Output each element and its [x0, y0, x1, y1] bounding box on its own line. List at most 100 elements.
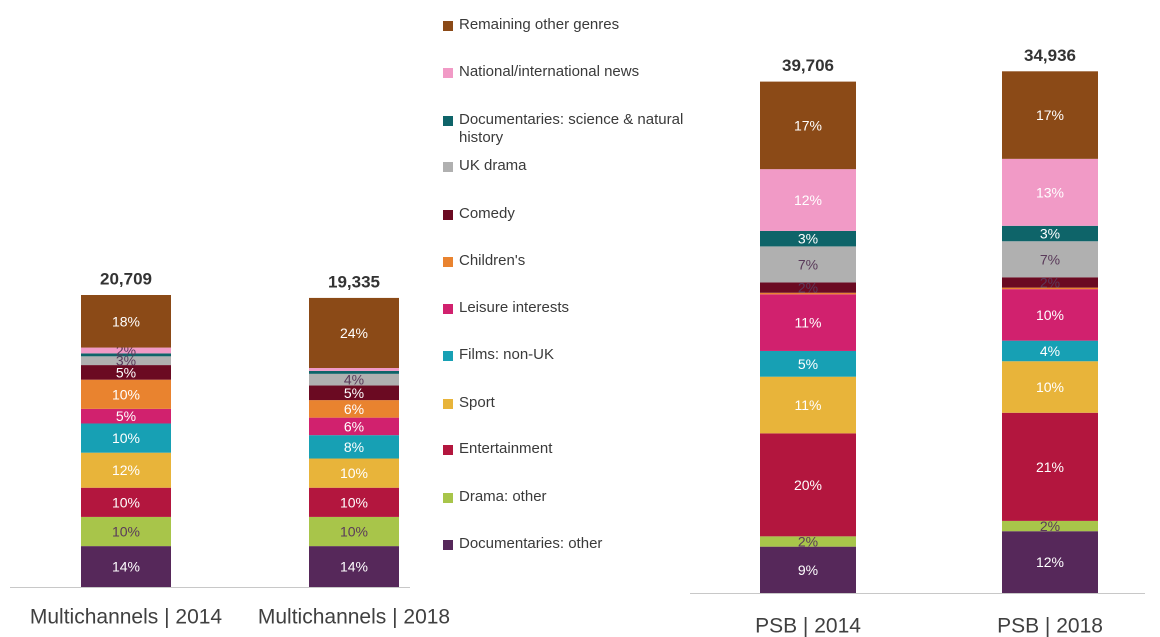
bar-segment-sport [309, 458, 399, 488]
legend-swatch [443, 257, 453, 267]
legend-item-films-non-uk: Films: non-UK [443, 346, 729, 364]
bar-total-label: 39,706 [782, 56, 834, 75]
legend-swatch [443, 162, 453, 172]
segment-label: 7% [1040, 251, 1060, 267]
legend-swatch [443, 68, 453, 78]
segment-label: 2% [798, 534, 818, 550]
legend-item-documentaries-other: Documentaries: other [443, 535, 729, 553]
bar-segment-entertainment [1002, 412, 1098, 521]
segment-label: 14% [112, 559, 140, 575]
bar-segment-documentaries-science-natural-history [81, 353, 171, 357]
bar-segment-leisure-interests [1002, 289, 1098, 341]
bar-total-label: 34,936 [1024, 46, 1076, 65]
bar-segment-comedy [760, 282, 856, 293]
legend-label: National/international news [459, 63, 640, 80]
segment-label: 14% [340, 559, 368, 575]
legend-item-uk-drama: UK drama [443, 157, 729, 175]
segment-label: 4% [344, 372, 364, 388]
segment-label: 24% [340, 325, 368, 341]
bar-segment-sport [1002, 361, 1098, 413]
segment-label: 5% [798, 356, 818, 372]
bar-segment-entertainment [81, 487, 171, 517]
legend-label: Children's [459, 252, 526, 269]
bar-segment-sport [81, 452, 171, 488]
bar-segment-uk-drama [1002, 241, 1098, 278]
legend-swatch [443, 493, 453, 503]
segment-label: 4% [1040, 343, 1060, 359]
legend-item-national-international-news: National/international news [443, 63, 729, 81]
legend-label: Leisure interests [459, 299, 570, 316]
bar-segment-drama-other [1002, 520, 1098, 532]
category-label: Multichannels | 2018 [258, 606, 450, 629]
legend-label: Entertainment [459, 440, 553, 457]
legend-item-entertainment: Entertainment [443, 440, 729, 458]
segment-label: 6% [344, 401, 364, 417]
segment-label: 11% [795, 397, 822, 413]
legend-label: Documentaries: science & natural history [459, 111, 684, 146]
legend-item-comedy: Comedy [443, 205, 729, 223]
bar-segment-leisure-interests [309, 417, 399, 436]
segment-label: 5% [116, 364, 136, 380]
legend-item-leisure-interests: Leisure interests [443, 299, 729, 317]
legend-label: UK drama [459, 157, 527, 174]
legend-item-drama-other: Drama: other [443, 488, 729, 506]
segment-label: 21% [1036, 459, 1064, 475]
segment-label: 10% [112, 494, 140, 510]
segment-label: 2% [798, 280, 818, 296]
bar-segment-sport [760, 376, 856, 434]
bar-segment-drama-other [760, 536, 856, 547]
bar-segment-comedy [81, 365, 171, 380]
legend-swatch [443, 445, 453, 455]
legend-label: Documentaries: other [459, 535, 603, 552]
legend-swatch [443, 116, 453, 126]
segment-label: 12% [794, 192, 822, 208]
segment-label: 17% [1036, 107, 1064, 123]
legend-swatch [443, 399, 453, 409]
segment-label: 17% [794, 117, 822, 133]
bar-segment-documentaries-other [760, 546, 856, 593]
segment-label: 3% [798, 231, 818, 247]
bar-segment-comedy [309, 385, 399, 401]
legend-label: Drama: other [459, 488, 547, 505]
segment-label: 12% [1036, 554, 1064, 570]
bar-segment-documentaries-science-natural-history [760, 230, 856, 247]
bar-segment-documentaries-science-natural-history [309, 370, 399, 374]
bar-segment-children-s [309, 400, 399, 418]
legend-swatch [443, 304, 453, 314]
segment-label: 11% [795, 315, 822, 331]
bar-segment-national-international-news [760, 169, 856, 231]
bar-segment-films-non-uk [760, 350, 856, 377]
segment-label: 8% [344, 439, 364, 455]
bar-segment-comedy [1002, 277, 1098, 288]
segment-label: 10% [112, 430, 140, 446]
bar-segment-uk-drama [309, 373, 399, 386]
bar-segment-films-non-uk [1002, 340, 1098, 362]
segment-label: 9% [798, 562, 818, 578]
legend-swatch [443, 210, 453, 220]
bar-segment-national-international-news [309, 368, 399, 371]
bar-segment-entertainment [760, 433, 856, 537]
legend-swatch [443, 351, 453, 361]
bar-segment-documentaries-science-natural-history [1002, 225, 1098, 242]
segment-label: 3% [1040, 226, 1060, 242]
category-label: PSB | 2014 [755, 615, 861, 637]
bar-segment-uk-drama [760, 246, 856, 283]
legend-item-sport: Sport [443, 394, 729, 412]
bar-segment-remaining-other-genres [81, 295, 171, 348]
bar-segment-leisure-interests [760, 294, 856, 351]
bar-segment-documentaries-other [81, 546, 171, 587]
legend-swatch [443, 540, 453, 550]
bar-segment-children-s [1002, 287, 1098, 290]
segment-label: 12% [112, 462, 140, 478]
segment-label: 10% [340, 524, 368, 540]
segment-label: 6% [344, 418, 364, 434]
segment-label: 5% [116, 408, 136, 424]
segment-label: 10% [112, 386, 140, 402]
segment-label: 5% [344, 385, 364, 401]
bar-segment-drama-other [309, 516, 399, 547]
segment-label: 10% [112, 524, 140, 540]
segment-label: 18% [112, 313, 140, 329]
bar-segment-uk-drama [81, 356, 171, 366]
bar-segment-documentaries-other [1002, 531, 1098, 593]
